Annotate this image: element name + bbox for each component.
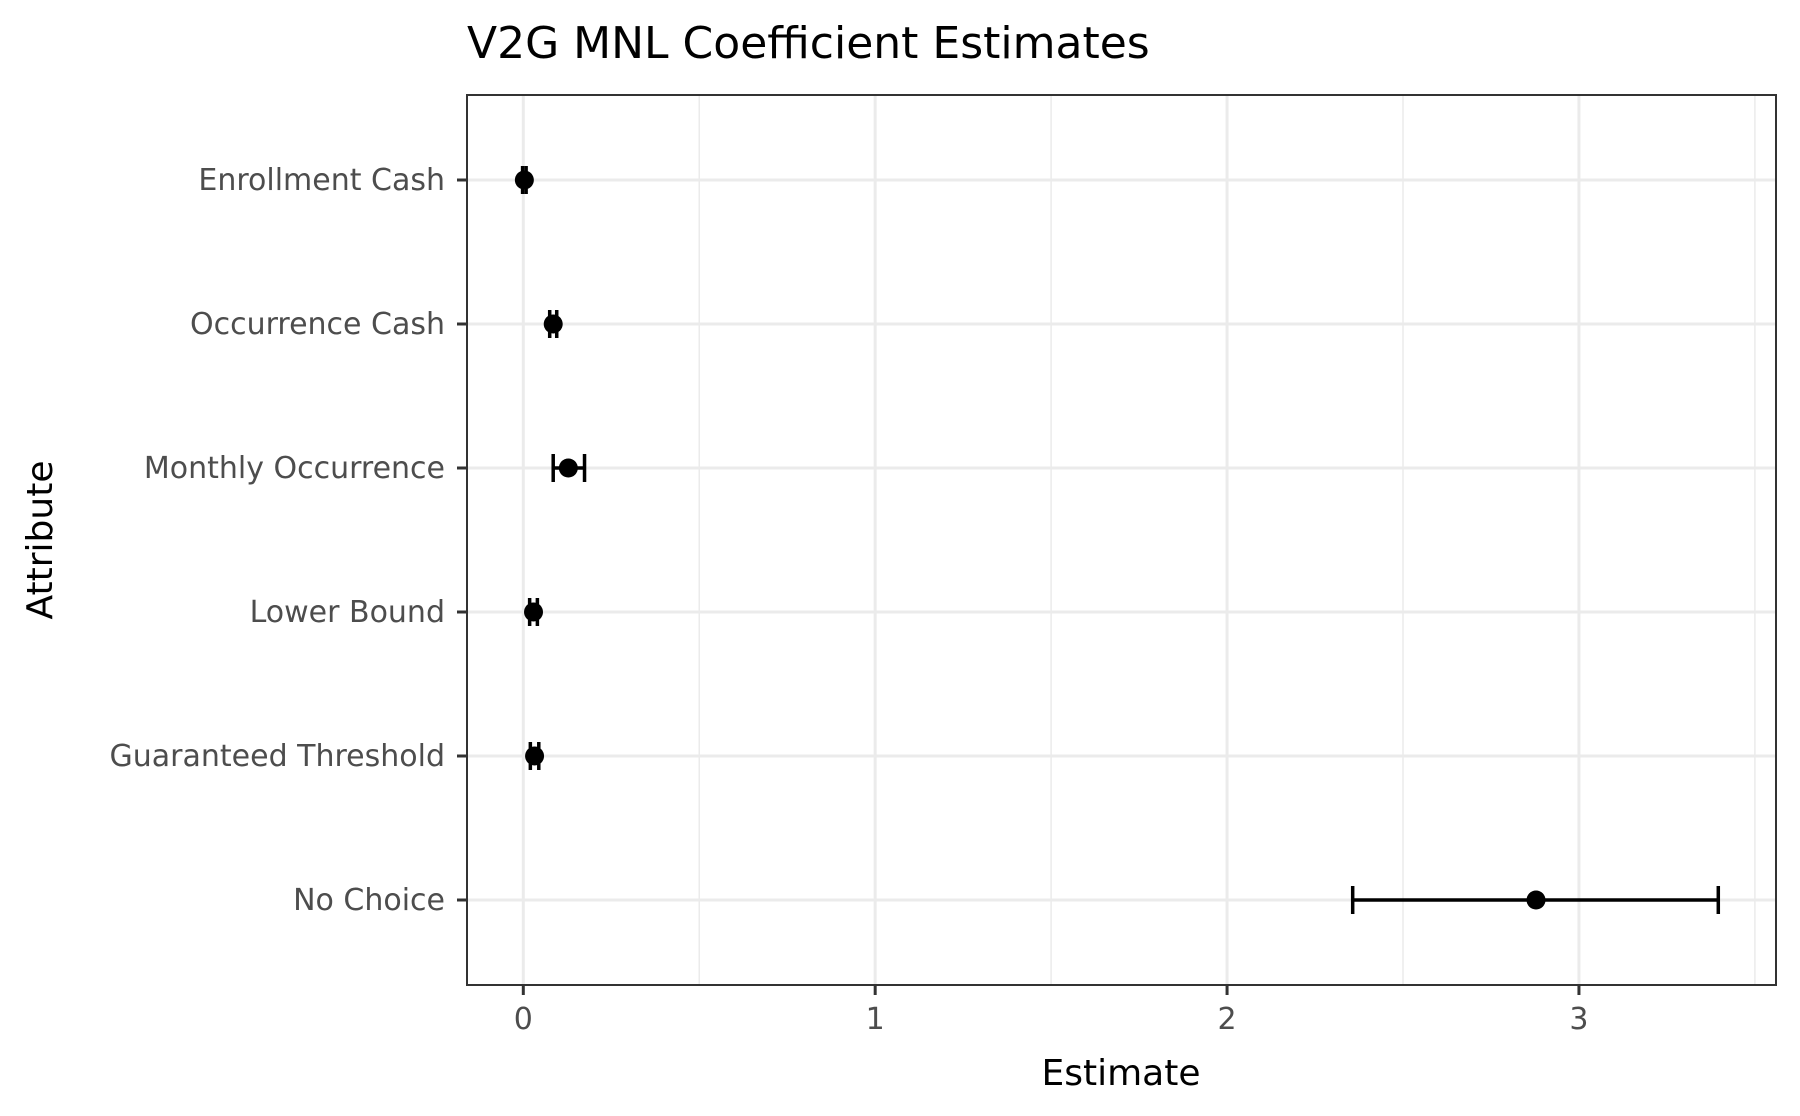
estimate-point bbox=[543, 314, 563, 334]
marks bbox=[514, 166, 1721, 914]
estimate-point bbox=[558, 458, 578, 478]
chart-title: V2G MNL Coefficient Estimates bbox=[467, 18, 1150, 69]
x-tick-label: 0 bbox=[514, 1002, 533, 1037]
estimate-point bbox=[524, 602, 544, 622]
y-tick-label: Occurrence Cash bbox=[190, 307, 445, 342]
y-tick-label: Enrollment Cash bbox=[198, 163, 445, 198]
estimate-point bbox=[514, 170, 534, 190]
x-tick-label: 2 bbox=[1218, 1002, 1237, 1037]
x-tick-label: 3 bbox=[1569, 1002, 1588, 1037]
axes: 0 1 2 3 Enrollment Cash Occurrence Cash Monthl… bbox=[110, 163, 1589, 1037]
y-tick-label: Lower Bound bbox=[250, 595, 445, 630]
y-axis-title: Attribute bbox=[20, 461, 61, 620]
estimate-point bbox=[1526, 890, 1546, 910]
estimate-point bbox=[525, 746, 545, 766]
y-tick-label: No Choice bbox=[293, 883, 445, 918]
x-tick-label: 1 bbox=[866, 1002, 885, 1037]
y-tick-label: Guaranteed Threshold bbox=[110, 739, 445, 774]
grid bbox=[467, 95, 1776, 985]
panel-border bbox=[466, 94, 1777, 986]
y-tick-label: Monthly Occurrence bbox=[144, 451, 445, 486]
x-axis-title: Estimate bbox=[1041, 1053, 1200, 1094]
